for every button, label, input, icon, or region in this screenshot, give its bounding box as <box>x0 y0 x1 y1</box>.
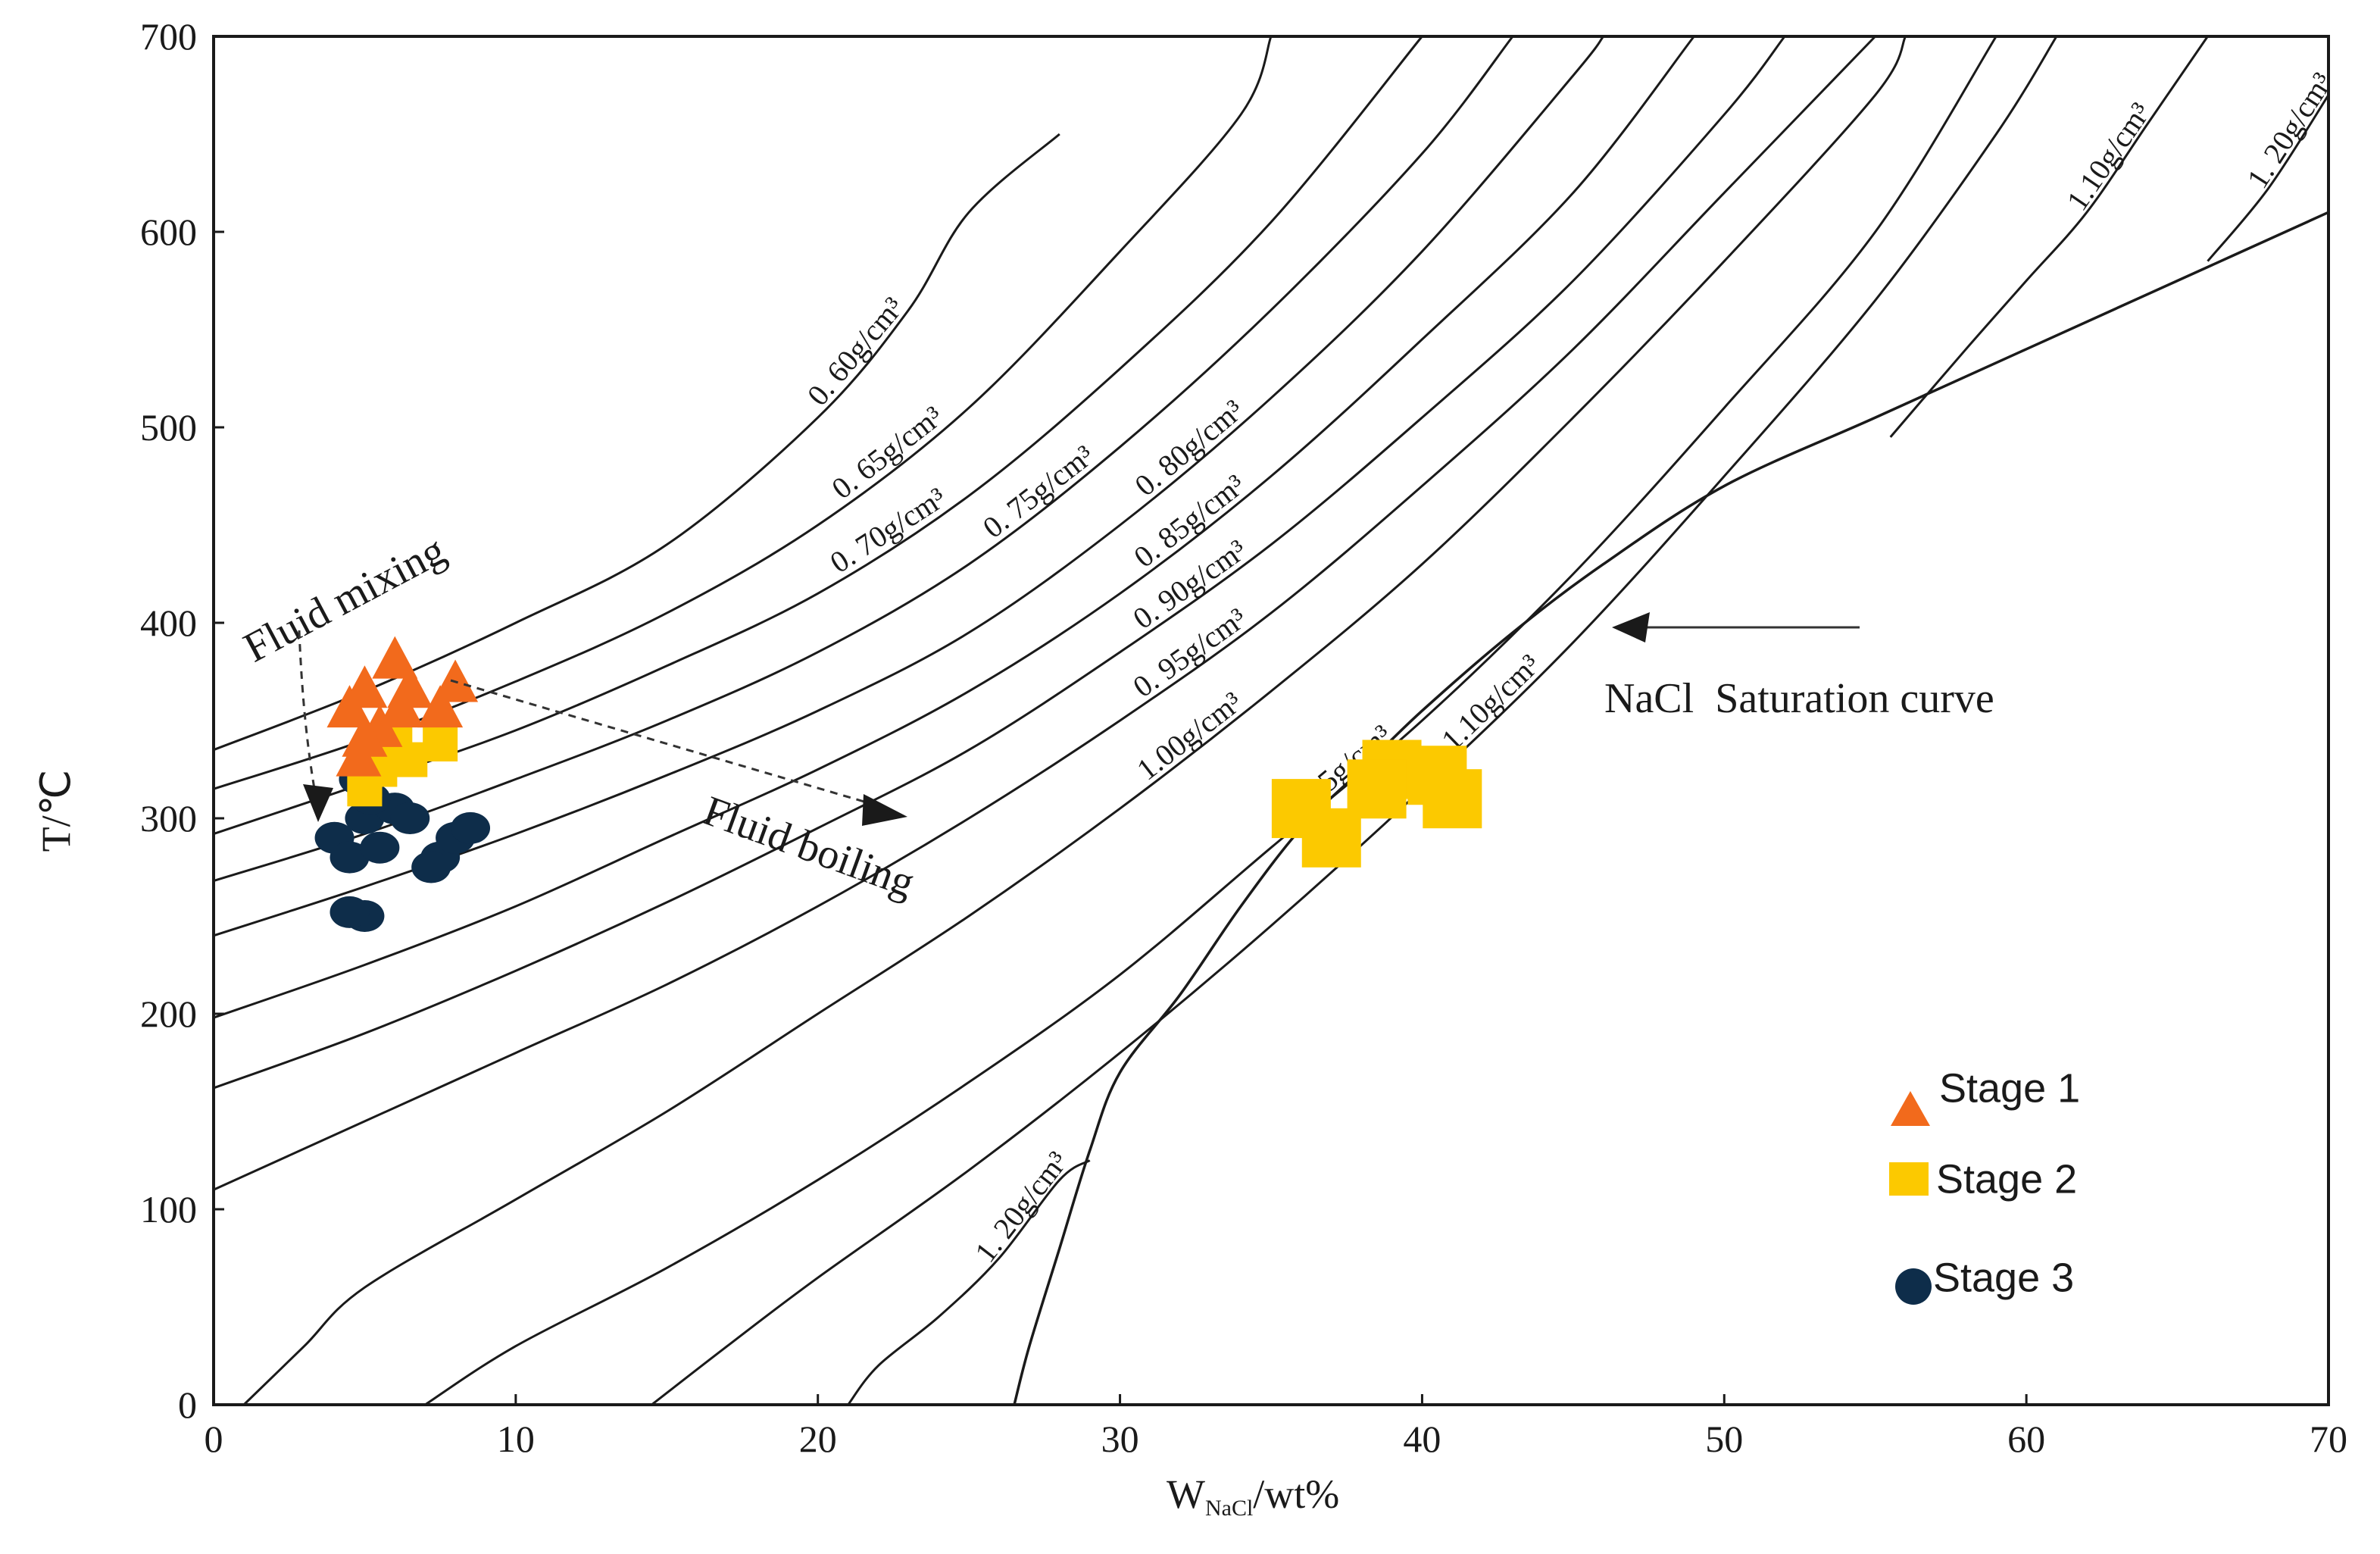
x-tick-label: 0 <box>205 1418 223 1460</box>
stage2-marker <box>1423 769 1482 829</box>
legend-marker-stage2 <box>1889 1162 1929 1196</box>
stage1-marker <box>372 636 418 679</box>
stage2-marker <box>423 726 458 761</box>
isochore-curve <box>213 36 1604 937</box>
x-tick-label: 50 <box>1705 1418 1743 1460</box>
y-tick-label: 300 <box>140 797 197 840</box>
isochore-curve <box>847 1159 1091 1405</box>
legend: Stage 1 Stage 2 Stage 3 <box>1889 1065 2080 1305</box>
x-tick-label: 70 <box>2310 1418 2347 1460</box>
saturation-curve-group <box>1013 211 2329 1405</box>
stage1-marker <box>417 685 464 728</box>
legend-label-stage1: Stage 1 <box>1939 1065 2080 1111</box>
x-axis-title-main: W <box>1167 1471 1205 1517</box>
x-tick-label: 30 <box>1101 1418 1139 1460</box>
stage1-marker <box>336 733 382 777</box>
y-tick-label: 100 <box>140 1188 197 1230</box>
saturation-curve-label: NaCl Saturation curve <box>1604 675 1994 722</box>
saturation-pointer-arrowhead <box>1612 612 1650 643</box>
stage3-marker <box>360 831 400 864</box>
legend-marker-stage3 <box>1895 1268 1932 1305</box>
stage2-marker <box>392 742 428 777</box>
y-tick-label: 700 <box>140 15 197 58</box>
stage1-marker <box>342 665 388 708</box>
isochore-curve <box>1889 36 2209 438</box>
isochore-curve <box>213 36 1695 1019</box>
isochore-curve <box>213 133 1060 752</box>
legend-label-stage2: Stage 2 <box>1936 1156 2077 1202</box>
stage2-marker <box>347 771 383 807</box>
isochore-curve <box>651 36 2058 1406</box>
x-tick-label: 60 <box>2007 1418 2045 1460</box>
x-axis-title: WNaCl/wt% <box>1167 1471 1339 1521</box>
y-tick-label: 0 <box>178 1384 197 1426</box>
y-tick-label: 600 <box>140 211 197 253</box>
stage3-marker <box>390 802 430 834</box>
mixing-arrowhead <box>303 784 333 822</box>
legend-label-stage3: Stage 3 <box>1933 1255 2074 1300</box>
stage3-marker <box>330 841 370 874</box>
mixing-arrow-line <box>298 630 318 802</box>
stage3-marker <box>451 811 491 844</box>
saturation-curve <box>1013 211 2329 1405</box>
stage3-marker <box>411 851 451 883</box>
x-axis-title-sub: NaCl <box>1205 1496 1253 1521</box>
x-tick-label: 10 <box>497 1418 535 1460</box>
y-axis-title: T/℃ <box>33 770 79 852</box>
data-markers <box>314 636 1482 932</box>
y-tick-label: 500 <box>140 406 197 449</box>
x-axis-title-tail: /wt% <box>1253 1471 1339 1517</box>
y-tick-label: 200 <box>140 993 197 1035</box>
isochore-curve <box>213 36 1514 883</box>
isochore-curve <box>2207 94 2330 262</box>
y-tick-label: 400 <box>140 602 197 644</box>
isochore-curve <box>213 35 1876 1191</box>
isochore-curve <box>242 36 1907 1406</box>
x-tick-label: 20 <box>799 1418 837 1460</box>
boiling-arrowhead <box>862 794 907 826</box>
stage3-marker <box>330 896 370 928</box>
stage2-marker <box>1347 759 1407 819</box>
isochore-curve <box>213 36 1786 1090</box>
legend-marker-stage1 <box>1891 1091 1930 1126</box>
stage1-marker <box>378 685 424 728</box>
x-tick-label: 40 <box>1403 1418 1441 1460</box>
plot-frame <box>212 35 2330 1406</box>
isochore-curve <box>424 36 1997 1406</box>
